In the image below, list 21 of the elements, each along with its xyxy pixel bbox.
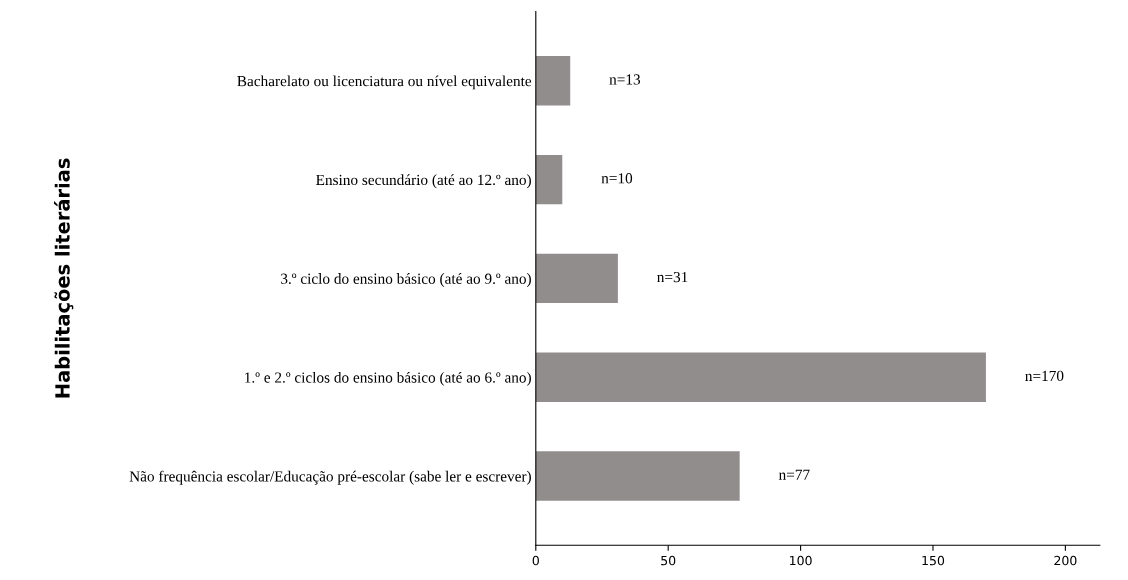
bar xyxy=(535,154,563,205)
x-tick-label: 150 xyxy=(922,555,945,566)
y-tick-label: Ensino secundário (até ao 12.º ano) xyxy=(316,174,531,189)
x-tick-label: 200 xyxy=(1054,555,1077,566)
y-axis-title: Habilitações literárias xyxy=(53,158,74,398)
y-tick-label: Não frequência escolar/Educação pré-escolar (sabe ler e escrever) xyxy=(129,470,531,485)
y-tick-label: 1.º e 2.º ciclos do ensino básico (até ao 6.º ano) xyxy=(245,371,531,386)
data-label: n=170 xyxy=(1025,370,1064,382)
bar xyxy=(535,56,571,106)
x-tick-label: 50 xyxy=(661,555,676,566)
x-tick-label: 100 xyxy=(790,555,812,566)
data-label: n=10 xyxy=(601,173,633,184)
data-label: n=13 xyxy=(609,74,641,85)
y-tick-label: Bacharelato ou licenciatura ou nível equivalente xyxy=(237,75,532,90)
x-tick-label: 0 xyxy=(532,555,539,566)
data-label: n=77 xyxy=(778,469,810,480)
bar xyxy=(535,352,986,402)
bar xyxy=(535,451,740,501)
bar xyxy=(535,253,618,304)
data-label: n=31 xyxy=(657,271,688,283)
y-tick-label: 3.º ciclo do ensino básico (até ao 9.º ano) xyxy=(281,273,531,287)
